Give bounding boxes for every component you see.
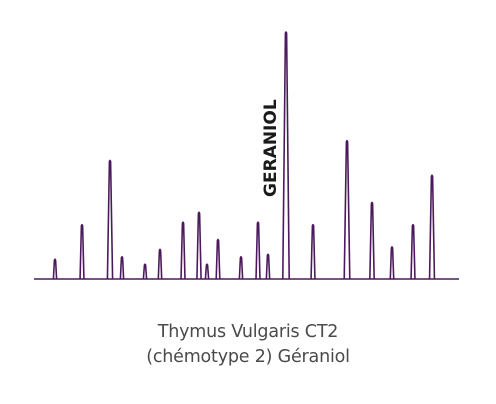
chromatogram-peak [142,263,148,280]
chromatogram-peak [238,255,244,280]
chart-caption-line-2: (chémotype 2) Géraniol [146,347,350,367]
chromatogram-peak [196,211,202,280]
chromatogram-peak [204,263,210,280]
chromatogram-peak [310,223,316,280]
chromatogram-peak [157,248,163,280]
chromatogram-peak [119,255,125,280]
chromatogram-peak [265,253,271,280]
chromatogram-peak [180,221,186,280]
chromatogram-peak [255,221,261,280]
chromatogram-peak [410,223,416,280]
chromatogram-peak [428,174,436,280]
chromatogram-peak [106,159,114,280]
geraniol-peak-label: GERANIOL [261,99,281,197]
chromatogram-peak [343,139,351,280]
chromatogram-peak [52,258,58,280]
chromatogram-chart: GERANIOL [34,31,459,280]
chromatogram-peak [369,201,375,280]
chromatogram-peak [215,238,221,280]
chromatogram-peak [389,246,395,280]
chromatogram-peak [282,31,290,280]
chromatogram-peaks [52,31,436,280]
chromatogram-peak [79,223,85,280]
chart-caption-line-1: Thymus Vulgaris CT2 [157,322,339,342]
